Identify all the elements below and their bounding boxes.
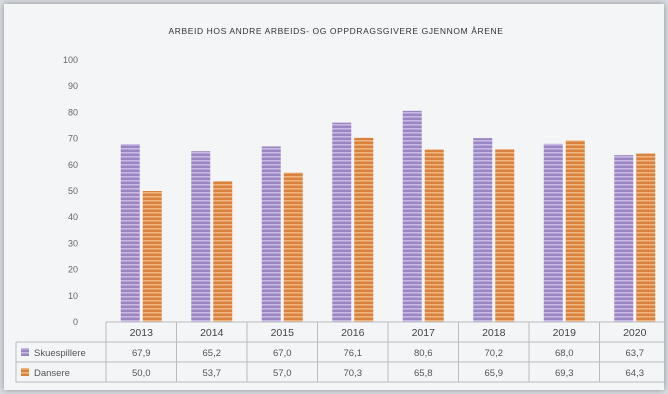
- category-label: 2016: [341, 327, 365, 339]
- chart-frame: ARBEID HOS ANDRE ARBEIDS- OG OPPDRAGSGIV…: [4, 4, 664, 390]
- data-label: 65,9: [485, 368, 504, 379]
- bar-skuespillere: [120, 144, 140, 322]
- legend-label: Dansere: [34, 368, 70, 379]
- bar-dansere: [565, 140, 585, 322]
- plot-area: 0 10 20 30 40 50 60 70 80 90 100 2013 2014 2015 2016 20…: [15, 55, 664, 383]
- data-label: 69,3: [555, 368, 574, 379]
- y-tick-label: 10: [68, 291, 78, 301]
- category-label: 2019: [553, 327, 577, 339]
- data-label: 53,7: [203, 368, 222, 379]
- data-label: 64,3: [626, 368, 645, 379]
- bar-dansere: [354, 137, 374, 322]
- bar-chart: ARBEID HOS ANDRE ARBEIDS- OG OPPDRAGSGIV…: [15, 26, 664, 383]
- data-label: 57,0: [273, 368, 292, 379]
- category-label: 2015: [271, 327, 295, 339]
- bar-dansere: [142, 191, 162, 322]
- data-label: 67,0: [273, 348, 292, 359]
- bar-dansere: [495, 149, 515, 322]
- legend-swatch-dansere: [21, 368, 29, 376]
- data-label: 65,8: [414, 368, 433, 379]
- bar-skuespillere: [191, 151, 211, 322]
- y-tick-label: 60: [68, 160, 78, 170]
- bar-skuespillere: [261, 146, 281, 322]
- data-label: 50,0: [132, 368, 151, 379]
- y-tick-label: 100: [63, 55, 78, 65]
- data-label: 80,6: [414, 348, 433, 359]
- data-label: 76,1: [344, 348, 363, 359]
- bar-dansere: [213, 181, 233, 322]
- data-label: 67,9: [132, 348, 151, 359]
- bar-skuespillere: [332, 122, 352, 322]
- bar-skuespillere: [614, 155, 634, 322]
- y-tick-label: 0: [73, 317, 78, 327]
- chart-title: ARBEID HOS ANDRE ARBEIDS- OG OPPDRAGSGIV…: [168, 26, 503, 36]
- bar-skuespillere: [543, 143, 563, 322]
- y-tick-label: 40: [68, 212, 78, 222]
- bar-skuespillere: [473, 138, 493, 322]
- data-label: 68,0: [555, 348, 574, 359]
- legend-swatch-skuespillere: [21, 348, 29, 356]
- legend-label: Skuespillere: [34, 348, 86, 359]
- category-label: 2020: [623, 327, 647, 339]
- data-label: 65,2: [203, 348, 222, 359]
- data-label: 70,2: [485, 348, 504, 359]
- category-label: 2013: [130, 327, 154, 339]
- y-tick-label: 30: [68, 238, 78, 248]
- data-label: 63,7: [626, 348, 645, 359]
- bar-dansere: [636, 153, 656, 322]
- y-tick-label: 70: [68, 134, 78, 144]
- y-tick-label: 50: [68, 186, 78, 196]
- category-label: 2018: [482, 327, 506, 339]
- bar-skuespillere: [402, 110, 422, 322]
- y-tick-label: 80: [68, 107, 78, 117]
- data-label: 70,3: [344, 368, 363, 379]
- category-label: 2014: [200, 327, 224, 339]
- y-tick-label: 20: [68, 265, 78, 275]
- bar-dansere: [424, 149, 444, 322]
- y-tick-label: 90: [68, 81, 78, 91]
- category-label: 2017: [412, 327, 436, 339]
- bar-dansere: [283, 172, 303, 322]
